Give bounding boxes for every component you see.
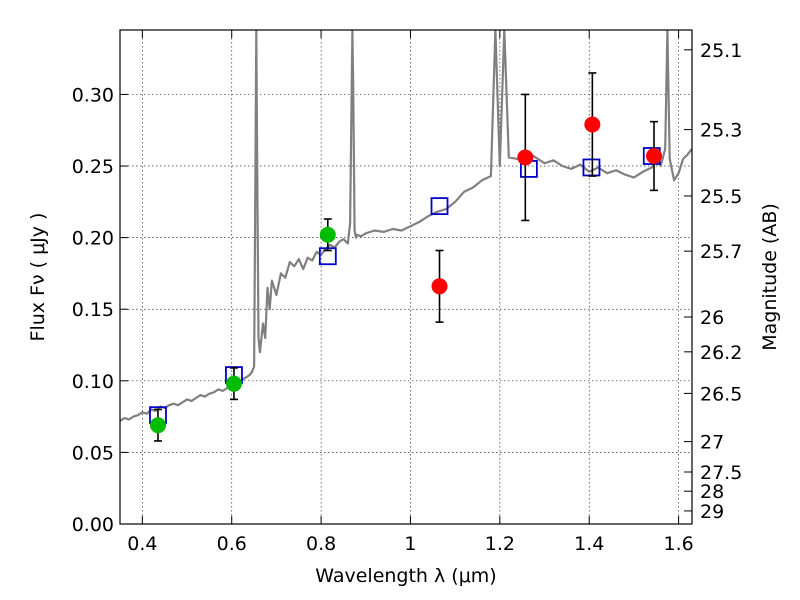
spectrum-line [120,30,692,422]
y-tick-label: 0.25 [72,156,114,178]
photometry-point [431,278,448,295]
model-flux-square [430,197,449,216]
x-tick-label: 1.6 [663,533,693,555]
x-tick-label: 1 [404,533,416,555]
y-tick-label: 0.20 [72,228,114,250]
x-tick-label: 0.8 [306,533,336,555]
y2-tick-label: 29 [700,501,724,523]
photometry-point [584,116,601,133]
photometry-point [225,375,242,392]
x-axis-label: Wavelength λ (μm) [315,565,496,587]
y-tick-label: 0.10 [72,371,114,393]
y2-tick-label: 27.5 [700,462,742,484]
y2-tick-label: 26.2 [700,342,742,364]
plot-area [120,30,692,442]
y2-tick-label: 27 [700,432,724,454]
x-tick-label: 0.6 [217,533,247,555]
y2-tick-label: 26.5 [700,383,742,405]
photometry-point [517,149,534,166]
y2-tick-label: 25.1 [700,40,742,62]
y-axis-label: Flux Fν ( μJy ) [27,213,49,342]
axis-ticks: 0.4 0.6 0.8 1 1.2 1.4 1.6 0.00 0.05 0.10 0.15 0.20 0… [72,30,742,555]
y2-tick-label: 25.7 [700,241,742,263]
plot-frame [119,29,693,525]
x-tick-label: 0.4 [127,533,157,555]
y-tick-label: 0.00 [72,514,114,536]
grid-lines [120,30,692,524]
y2-tick-label: 25.5 [700,186,742,208]
x-tick-label: 1.4 [574,533,604,555]
photometry-point [149,417,166,434]
photometry-point [319,226,336,243]
y-tick-label: 0.05 [72,442,114,464]
y-tick-label: 0.30 [72,84,114,106]
y2-tick-label: 25.3 [700,120,742,142]
y-tick-label: 0.15 [72,299,114,321]
y2-axis-label: Magnitude (AB) [759,203,781,351]
y2-tick-label: 28 [700,481,724,503]
y2-tick-label: 26 [700,307,724,329]
x-tick-label: 1.2 [485,533,515,555]
photometry-point [646,148,663,165]
